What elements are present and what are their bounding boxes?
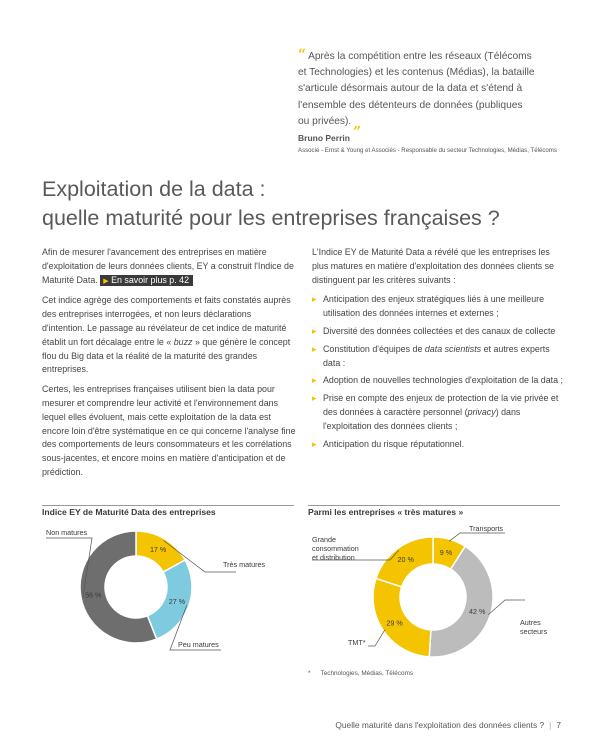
callout-label: Transports [469, 524, 503, 533]
donut-value-label: 56 % [85, 591, 102, 600]
criteria-list: Anticipation des enjeux stratégiques lié… [312, 293, 566, 451]
footer-text: Quelle maturité dans l'exploitation des … [335, 720, 545, 730]
callout-line [487, 599, 525, 616]
quote-author-role: Associé - Ernst & Young et Associés - Re… [298, 147, 557, 154]
paragraph-text: » que génère le concept flou du Big data… [42, 336, 291, 375]
italic-term: data scientists [424, 343, 482, 354]
callout-line [312, 549, 400, 561]
donut-slice-autres-secteurs [428, 545, 494, 658]
callout-label: et distribution [312, 553, 355, 562]
list-item: Adoption de nouvelles technologies d'exp… [312, 374, 566, 388]
donut-chart-maturity: 17 % Très matures 27 % Peu matures 56 % Non m… [46, 528, 265, 651]
open-quote-icon: “ [298, 47, 307, 63]
italic-term: buzz [173, 336, 193, 347]
footnote-text: Technologies, Médias, Télécoms [320, 670, 414, 677]
callout-label: Grande [312, 535, 336, 544]
close-quote-icon: „ [353, 115, 362, 132]
list-item-text: et autres experts data : [323, 343, 550, 368]
callout-label: Peu matures [178, 640, 219, 649]
quote-line: l'ensemble des détenteurs de données (pu… [298, 99, 523, 111]
arrow-right-icon: ▶ [103, 277, 109, 285]
paragraph: Afin de mesurer l'avancement des entrepr… [42, 246, 296, 288]
page-title-line: Exploitation de la data : [42, 177, 266, 201]
callout-line [169, 605, 221, 651]
callout-label: Autres [520, 618, 541, 627]
page-footer: Quelle maturité dans l'exploitation des … [335, 720, 561, 730]
quote-author: Bruno Perrin [298, 133, 350, 143]
pull-quote: “Après la compétition entre les réseaux … [298, 47, 548, 132]
quote-line: Après la compétition entre les réseaux (… [308, 51, 532, 62]
list-item-text: Constitution d'équipes de [323, 343, 425, 354]
list-item: Anticipation des enjeux stratégiques lié… [312, 293, 566, 321]
callout-label: secteurs [520, 627, 548, 636]
quote-line: s'articule désormais autour de la data e… [298, 83, 523, 95]
paragraph-text: Afin de mesurer l'avancement des entrepr… [42, 247, 294, 285]
paragraph: Certes, les entreprises françaises utili… [42, 384, 296, 477]
list-item-text: Prise en compte des enjeux de protection… [323, 393, 559, 417]
callout-label: TMT* [348, 638, 366, 647]
paragraph: L'Indice EY de Maturité Data a révélé qu… [312, 247, 554, 285]
footnote-mark: * [308, 670, 311, 677]
list-item: Anticipation du risque réputationnel. [312, 438, 566, 452]
callout-line [368, 629, 386, 647]
callout-label: Très matures [223, 560, 265, 569]
paragraph-text: Cet indice agrège des comportements et f… [42, 295, 291, 347]
see-more-label: En savoir plus p. 42 [111, 274, 190, 285]
paragraph: Cet indice agrège des comportements et f… [42, 294, 296, 377]
page-title-line: quelle maturité pour les entreprises fra… [42, 206, 500, 230]
chart-right-heading: Parmi les entreprises « très matures » [308, 507, 464, 517]
list-item: Diversité des données collectées et des … [312, 325, 566, 339]
right-column: L'Indice EY de Maturité Data a révélé qu… [312, 246, 566, 455]
callout-label: consommation [312, 544, 359, 553]
see-more-link[interactable]: ▶ En savoir plus p. 42 [100, 274, 194, 286]
footer-separator: | [549, 720, 552, 730]
donut-value-label: 17 % [150, 545, 167, 554]
italic-term: privacy [467, 406, 496, 417]
quote-line: ou privées). [298, 115, 352, 127]
donut-value-label: 42 % [469, 607, 486, 616]
donut-slice-grande-consommation-et-distribution [374, 536, 434, 588]
callout-label: Non matures [46, 528, 88, 537]
list-item: Prise en compte des enjeux de protection… [312, 392, 566, 433]
callout-line [448, 532, 505, 542]
callout-line [46, 537, 93, 598]
chart-left-heading: Indice EY de Maturité Data des entrepris… [42, 507, 216, 517]
donut-value-label: 29 % [386, 619, 403, 628]
list-item: Constitution d'équipes de data scientist… [312, 343, 566, 371]
donut-value-label: 9 % [440, 548, 453, 557]
left-column: Afin de mesurer l'avancement des entrepr… [42, 246, 296, 486]
donut-value-label: 20 % [397, 555, 414, 564]
chart-footnote: * Technologies, Médias, Télécoms [308, 670, 413, 677]
page-number: 7 [556, 720, 561, 730]
callout-line [163, 540, 236, 573]
chart-divider [42, 505, 294, 506]
list-item-text: ) dans l'exploitation des données client… [323, 406, 521, 431]
page-title: Exploitation de la data : quelle maturit… [42, 175, 500, 233]
donut-slice-non-matures [79, 530, 158, 644]
quote-line: et Technologies) et les contenus (Médias… [298, 67, 535, 79]
chart-divider [308, 505, 560, 506]
donut-value-label: 27 % [169, 597, 186, 606]
